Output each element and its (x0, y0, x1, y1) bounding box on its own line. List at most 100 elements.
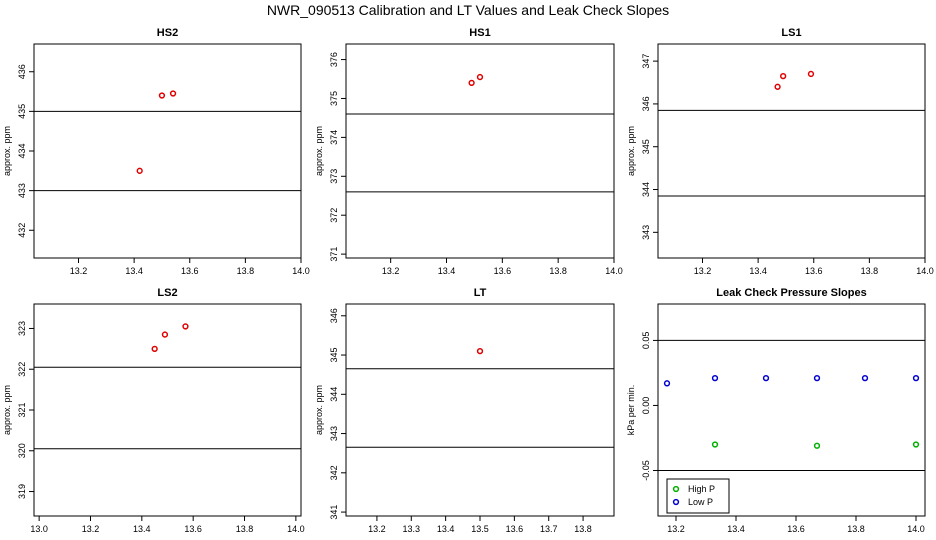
panel-title: LT (474, 287, 487, 299)
panel-title: HS1 (469, 27, 490, 39)
data-point (468, 79, 475, 87)
x-tick-label: 13.2 (82, 524, 100, 534)
y-tick-label: 323 (17, 321, 27, 336)
y-axis-label: approx. ppm (626, 126, 636, 176)
data-point (912, 441, 920, 448)
data-point (711, 374, 719, 382)
x-tick-label: 13.4 (133, 524, 151, 534)
legend-marker (672, 485, 680, 493)
x-tick-label: 14.0 (292, 266, 310, 276)
x-tick-label: 13.6 (181, 266, 199, 276)
plot-frame (657, 303, 926, 517)
y-tick-label: -0.05 (641, 460, 651, 481)
y-tick-label: 341 (329, 505, 339, 520)
y-tick-label: 343 (329, 426, 339, 441)
data-point (169, 90, 177, 97)
x-tick-label: 13.6 (506, 524, 524, 534)
legend-label: Low P (688, 497, 713, 507)
plot-frame (33, 43, 302, 259)
y-axis-label: approx. ppm (314, 385, 324, 435)
x-tick-label: 13.6 (494, 266, 512, 276)
x-tick-label: 13.2 (70, 266, 88, 276)
x-tick-label: 13.2 (694, 266, 712, 276)
y-tick-label: 347 (641, 54, 651, 69)
y-tick-label: 344 (329, 387, 339, 402)
data-point (711, 441, 719, 448)
x-tick-label: 13.4 (438, 266, 456, 276)
y-axis-label: approx. ppm (2, 126, 12, 176)
y-tick-label: 432 (17, 223, 27, 238)
data-point (780, 72, 787, 80)
chart-panel: HS2 approx. ppm 13.2 13.4 13.6 13.8 14.0 432 433… (2, 27, 310, 276)
x-tick-label: 13.8 (847, 524, 865, 534)
y-tick-label: 375 (329, 91, 339, 106)
y-tick-label: 345 (641, 139, 651, 154)
data-point (774, 83, 781, 90)
legend-box (666, 478, 730, 514)
plot-frame (657, 43, 926, 259)
x-tick-label: 13.8 (574, 524, 592, 534)
x-tick-label: 14.0 (907, 524, 925, 534)
x-tick-label: 13.8 (549, 266, 567, 276)
y-tick-label: 374 (329, 130, 339, 145)
y-tick-label: 342 (329, 465, 339, 480)
x-tick-label: 13.3 (403, 524, 421, 534)
y-tick-label: 322 (17, 362, 27, 377)
data-point (813, 374, 821, 382)
y-tick-label: 434 (17, 143, 27, 158)
x-tick-label: 14.0 (287, 524, 305, 534)
legend-marker (672, 498, 680, 506)
x-tick-label: 14.0 (916, 266, 934, 276)
x-tick-label: 14.0 (605, 266, 623, 276)
y-tick-label: 0.00 (641, 397, 651, 415)
x-tick-label: 13.8 (236, 524, 254, 534)
panel-title: LS2 (157, 287, 177, 299)
x-tick-label: 13.8 (237, 266, 255, 276)
x-tick-label: 13.5 (471, 524, 489, 534)
x-tick-label: 13.6 (787, 524, 805, 534)
x-tick-label: 13.0 (30, 524, 48, 534)
y-tick-label: 345 (329, 348, 339, 363)
y-tick-label: 435 (17, 104, 27, 119)
chart-panel: LS1 approx. ppm 13.2 13.4 13.6 13.8 14.0 343 344… (626, 27, 934, 276)
data-point (807, 70, 815, 78)
y-tick-label: 321 (17, 402, 27, 417)
y-tick-label: 433 (17, 183, 27, 198)
data-point (912, 374, 920, 382)
y-tick-label: 346 (329, 308, 339, 323)
x-tick-label: 13.2 (368, 524, 386, 534)
data-point (158, 92, 166, 99)
data-point (476, 347, 484, 355)
x-tick-label: 13.4 (437, 524, 455, 534)
x-tick-label: 13.2 (382, 266, 400, 276)
data-point (813, 442, 821, 449)
y-axis-label: approx. ppm (2, 385, 12, 435)
data-point (861, 374, 869, 382)
plot-frame (345, 43, 615, 259)
y-tick-label: 319 (17, 484, 27, 499)
data-point (151, 345, 158, 352)
x-tick-label: 13.6 (184, 524, 202, 534)
figure-title: NWR_090513 Calibration and LT Values and… (266, 2, 670, 18)
data-point (663, 380, 671, 387)
chart-panel: HS1 approx. ppm 13.2 13.4 13.6 13.8 14.0 371 372… (314, 27, 623, 276)
y-tick-label: 346 (641, 96, 651, 111)
x-tick-label: 13.4 (727, 524, 745, 534)
plot-frame (345, 303, 615, 517)
y-axis-label: approx. ppm (314, 126, 324, 176)
chart-panel: Leak Check Pressure Slopes kPa per min. 13… (626, 287, 926, 534)
x-tick-label: 13.6 (805, 266, 823, 276)
y-tick-label: 344 (641, 182, 651, 197)
data-point (182, 323, 189, 330)
data-point (136, 167, 143, 174)
data-point (476, 73, 484, 81)
y-tick-label: 373 (329, 169, 339, 184)
chart-panel: LS2 approx. ppm 13.0 13.2 13.4 13.6 13.8 14.0 31… (2, 287, 305, 534)
panel-title: LS1 (781, 27, 801, 39)
x-tick-label: 13.4 (125, 266, 143, 276)
panel-title: HS2 (157, 27, 178, 39)
x-tick-label: 13.2 (667, 524, 685, 534)
data-point (161, 331, 169, 338)
y-tick-label: 372 (329, 208, 339, 223)
